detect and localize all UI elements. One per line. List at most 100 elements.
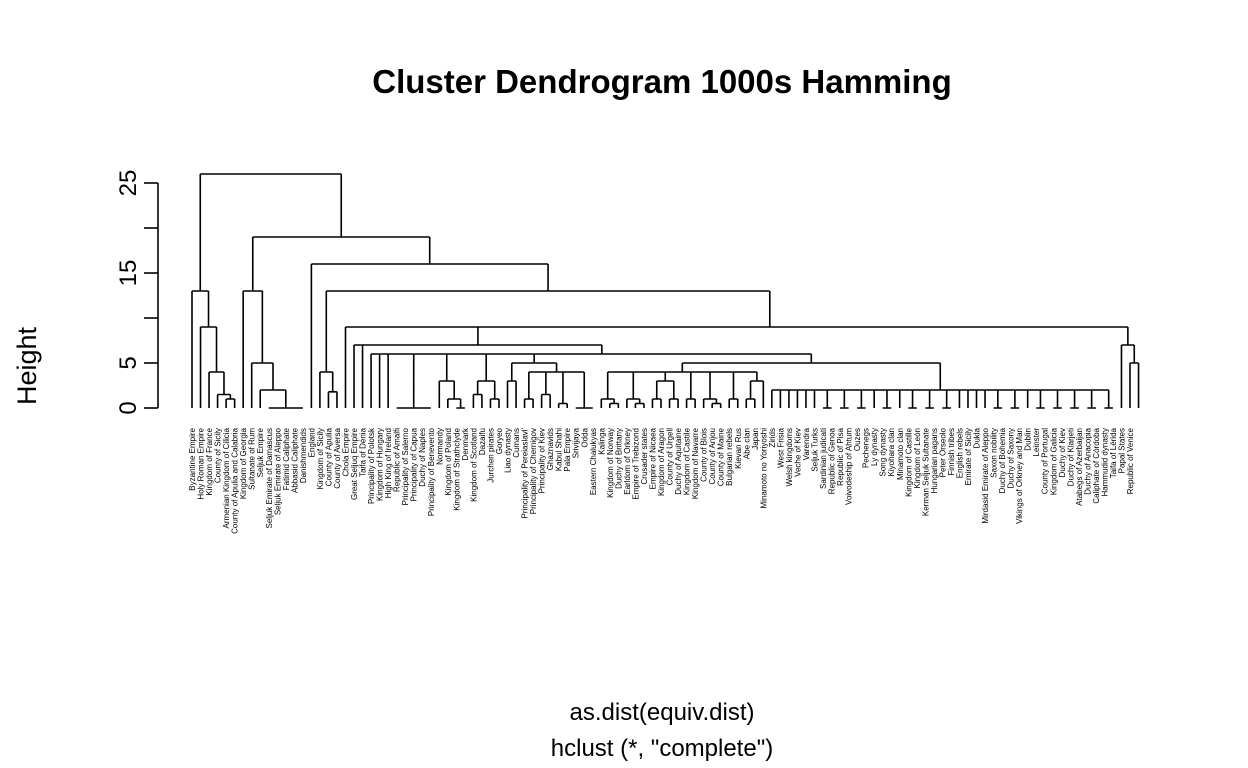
leaf-label: Kabul Shahi (555, 428, 564, 471)
leaf-labels: Byzantine Empire Holy Roman Empire Kingdom… (188, 427, 1135, 534)
leaf-label: Seljuk Turks (810, 428, 819, 472)
leaf-label: Kalinga (597, 427, 606, 454)
leaf-label: Welsh kingdoms (785, 428, 794, 487)
leaf-label: Dazaifu (478, 428, 487, 455)
leaf-label: Kingdom of France (205, 427, 214, 495)
leaf-label: County of Maine (717, 427, 726, 486)
leaf-label: Goryeo (495, 427, 504, 454)
dendrogram-links (191, 173, 1140, 409)
leaf-label: Sultanate of Rum (248, 428, 257, 490)
x-axis-title: as.dist(equiv.dist) (570, 699, 755, 726)
leaf-label: Atabegs of Azerbaijan (1075, 428, 1084, 506)
leaf-label: Peter Orseolo (938, 427, 947, 477)
leaf-label: Japan (751, 428, 760, 450)
leaf-label: Republic of Pisa (836, 427, 845, 485)
leaf-label: Ouzes (853, 428, 862, 451)
leaf-label: Kingdom of Georgia (239, 427, 248, 499)
leaf-label: Sardinian judicati (819, 428, 828, 489)
leaf-label: Zirids (768, 428, 777, 448)
leaf-label: Vikings of Orkney and Man (1015, 428, 1024, 524)
leaf-label: Empire of Trebizond (631, 428, 640, 500)
method-subtitle: hclust (*, "complete") (551, 735, 773, 762)
leaf-label: Kingdom of Scotland (469, 428, 478, 502)
y-axis: 0 5 15 25 (115, 170, 159, 415)
leaf-label: Holy Roman Empire (197, 427, 206, 499)
leaf-label: County of Apulia (324, 427, 333, 486)
leaf-label: Kingdom of Norway (606, 428, 615, 498)
leaf-label: Republic of Venice (1126, 427, 1135, 494)
leaf-label: Duchy of Brittany (614, 428, 623, 489)
leaf-label: Pechenegs (862, 428, 871, 468)
leaf-label: Kingdom of Castille (904, 427, 913, 496)
leaf-label: Principality of Pereiaslavl' (521, 428, 530, 519)
leaf-label: Taifa of Dénia (359, 427, 368, 476)
leaf-label: Liao dynasty (504, 428, 513, 473)
leaf-label: Srivijaya (572, 427, 581, 458)
leaf-label: Minamoto no Yoriyoshi (759, 428, 768, 509)
leaf-label: Kiyohara clan (887, 428, 896, 476)
leaf-label: Veche of Kiev (793, 428, 802, 477)
leaf-label: Finnish tribes (947, 428, 956, 476)
leaf-label: Varendra (802, 427, 811, 460)
leaf-label: County of Aversa (333, 427, 342, 488)
leaf-label: Hammudid dynasty (1100, 428, 1109, 496)
leaf-label: Voivodeship of Ahtum (845, 428, 854, 505)
leaf-label: Fatimid Caliphate (282, 427, 291, 490)
leaf-label: Kingdom of Sicily (316, 428, 325, 489)
leaf-label: Mirdasid Emirate of Aleppo (981, 427, 990, 523)
leaf-label: Duchy of Bohemia (998, 427, 1007, 493)
leaf-label: Principality of Chernigov (529, 428, 538, 514)
y-tick-label: 15 (115, 260, 142, 287)
chart-title: Cluster Dendrogram 1000s Hamming (372, 63, 952, 100)
leaf-label: County of Blois (700, 428, 709, 482)
y-tick-label: 0 (115, 401, 142, 414)
leaf-label: Leinster (1032, 428, 1041, 457)
leaf-label: Kingdom of Strathclyde (452, 427, 461, 510)
leaf-label: Kingdom of Aragon (657, 428, 666, 496)
leaf-label: Duchy of Klarjeti (1066, 428, 1075, 486)
leaf-label: Normandy (435, 428, 444, 465)
leaf-label: Papal States (1117, 428, 1126, 473)
leaf-label: Duchy of Anacopia (1083, 427, 1092, 494)
leaf-label: Eastern Chalukyas (589, 428, 598, 495)
leaf-label: Armenian Kingdom of Cilicia (222, 427, 231, 528)
leaf-label: Kingdom of Hungary (376, 428, 385, 501)
y-tick-label: 5 (115, 356, 142, 369)
leaf-label: Duchy of Kiev (1058, 428, 1067, 477)
leaf-label: Odda (580, 427, 589, 447)
leaf-label: County of Sicily (214, 428, 223, 483)
leaf-label: Empire of Nicaea (648, 427, 657, 489)
leaf-label: Bulgarian rebels (725, 428, 734, 486)
leaf-label: English rebels (955, 428, 964, 478)
leaf-label: Ghaznavids (546, 428, 555, 470)
leaf-label: Principality of Kiev (538, 428, 547, 493)
leaf-label: Caliphate of Córdoba (1092, 427, 1101, 503)
leaf-label: Chola Empire (341, 427, 350, 476)
leaf-label: Kingdom of Castile (683, 427, 692, 495)
leaf-label: Crusader states (640, 428, 649, 484)
leaf-label: Cumans (512, 428, 521, 458)
leaf-label: Kingdom of Galicia (1049, 427, 1058, 495)
leaf-label: Ly dynasty (870, 428, 879, 466)
leaf-label: Denmark (461, 427, 470, 460)
leaf-label: Taifa of Lérida (1109, 427, 1118, 478)
leaf-label: Seljuk Empire (256, 427, 265, 477)
leaf-label: Seljuk Emirate of Damascus (265, 428, 274, 528)
leaf-label: High King of Ireland (384, 428, 393, 498)
y-tick-label: 25 (115, 170, 142, 197)
leaf-label: Principality of Polotsk (367, 427, 376, 504)
leaf-label: County of Apulia and Calabria (231, 427, 240, 533)
y-axis-title: Height (12, 326, 42, 405)
leaf-label: Republic of Genoa (828, 427, 837, 494)
leaf-label: Republic of Amalfi (393, 428, 402, 492)
leaf-label: Minamoto clan (896, 428, 905, 480)
leaf-label: Duchy of Naples (418, 428, 427, 487)
leaf-label: Kingdom of Poland (444, 428, 453, 496)
leaf-label: Duchy of Aquitaine (674, 427, 683, 494)
leaf-label: Saxon nobility (990, 428, 999, 478)
leaf-label: Dukla (973, 427, 982, 448)
leaf-label: Principality of Salerno (401, 427, 410, 505)
leaf-label: Seljuk Emirate of Aleppo (273, 427, 282, 515)
leaf-label: Emirate of Sicily (964, 428, 973, 485)
leaf-label: Kingdom of Navarre (691, 427, 700, 499)
